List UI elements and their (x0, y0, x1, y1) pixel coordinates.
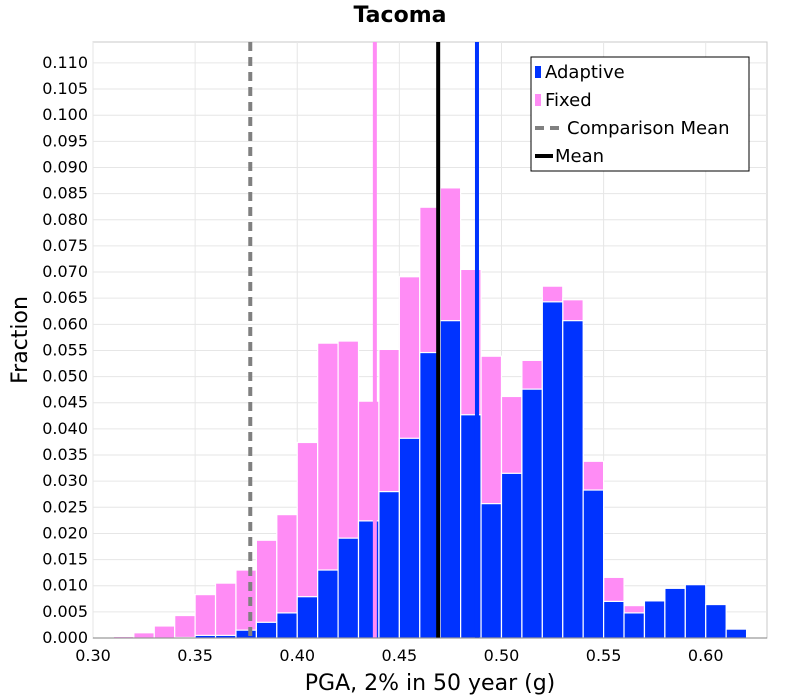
y-tick-label: 0.005 (42, 602, 88, 621)
adaptive-bar (276, 612, 298, 639)
adaptive-bar (398, 437, 421, 639)
y-tick-label: 0.080 (42, 210, 88, 229)
x-tick-label: 0.35 (177, 646, 213, 665)
adaptive-bar (378, 491, 400, 639)
legend-box (530, 56, 750, 172)
fixed-legend-swatch (535, 94, 541, 106)
comparison-mean-legend-label: Comparison Mean (567, 118, 730, 139)
adaptive-bar (562, 320, 584, 639)
y-tick-label: 0.025 (42, 497, 88, 516)
adaptive-bar (684, 584, 707, 639)
y-axis-label: Fraction (8, 296, 33, 384)
x-tick-label: 0.30 (75, 646, 111, 665)
y-tick-label: 0.055 (42, 340, 88, 359)
fixed-bar (194, 594, 217, 639)
adaptive-bar (521, 388, 543, 639)
adaptive-legend-label: Adaptive (545, 62, 625, 83)
x-tick-label: 0.55 (586, 646, 622, 665)
y-tick-label: 0.090 (42, 157, 88, 176)
fixed-bar (133, 632, 155, 639)
y-tick-label: 0.000 (42, 628, 88, 647)
fixed-bar (153, 625, 176, 639)
x-tick-label: 0.40 (279, 646, 315, 665)
x-tick-label: 0.60 (688, 646, 724, 665)
adaptive-bar (296, 596, 319, 639)
adaptive-bar (541, 301, 564, 639)
y-tick-label: 0.085 (42, 184, 88, 203)
y-tick-label: 0.010 (42, 576, 88, 595)
fixed-bar (174, 614, 196, 639)
y-tick-label: 0.065 (42, 288, 88, 307)
y-tick-labels: 0.000 0.005 0.010 0.015 0.020 0.025 0.030 0.035… (42, 53, 88, 647)
adaptive-bar (705, 603, 727, 639)
x-tick-labels: 0.30 0.35 0.40 0.45 0.50 0.55 0.60 (75, 646, 723, 665)
adaptive-bar (480, 503, 503, 639)
adaptive-bar (603, 600, 625, 639)
adaptive-bar (317, 569, 339, 639)
x-axis-label: PGA, 2% in 50 year (g) (305, 671, 556, 696)
mean-lines (248, 42, 479, 638)
fixed-legend-label: Fixed (545, 90, 592, 111)
y-tick-label: 0.100 (42, 105, 88, 124)
y-tick-label: 0.030 (42, 471, 88, 490)
y-tick-label: 0.045 (42, 393, 88, 412)
adaptive-legend-swatch (535, 66, 541, 78)
chart-legend: Adaptive Fixed Comparison Mean Mean (530, 56, 750, 172)
adaptive-bar (439, 320, 462, 639)
y-tick-label: 0.015 (42, 550, 88, 569)
x-tick-label: 0.45 (382, 646, 418, 665)
y-tick-label: 0.060 (42, 314, 88, 333)
y-tick-label: 0.070 (42, 262, 88, 281)
fixed-bar (235, 569, 257, 639)
adaptive-bar (623, 612, 646, 639)
y-tick-label: 0.105 (42, 79, 88, 98)
fixed-bar (214, 582, 237, 639)
y-tick-label: 0.020 (42, 523, 88, 542)
adaptive-bar (255, 621, 278, 639)
y-tick-label: 0.035 (42, 445, 88, 464)
y-tick-label: 0.075 (42, 236, 88, 255)
y-tick-label: 0.095 (42, 131, 88, 150)
adaptive-bar (643, 600, 666, 639)
adaptive-bar (235, 629, 257, 639)
y-tick-label: 0.110 (42, 53, 88, 72)
adaptive-bar (664, 587, 686, 639)
y-tick-label: 0.040 (42, 419, 88, 438)
chart-title: Tacoma (354, 3, 447, 28)
adaptive-bar (500, 472, 523, 639)
adaptive-bar (725, 628, 748, 639)
x-tick-label: 0.50 (484, 646, 520, 665)
adaptive-bar (582, 489, 605, 639)
adaptive-bar (337, 537, 360, 639)
mean-legend-label: Mean (555, 146, 604, 167)
y-tick-label: 0.050 (42, 367, 88, 386)
